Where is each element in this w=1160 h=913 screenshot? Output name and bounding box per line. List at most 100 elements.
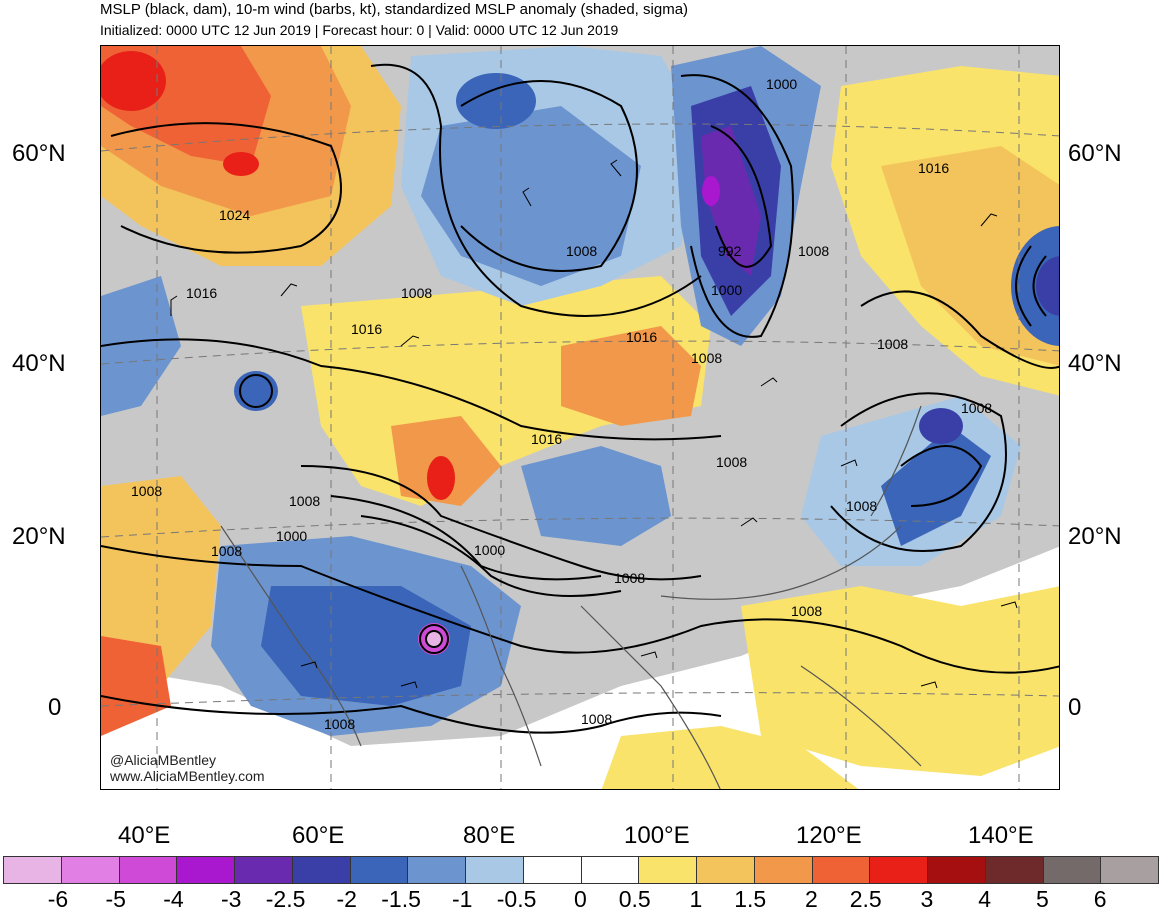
colorbar-swatch — [118, 856, 178, 884]
colorbar-swatch — [811, 856, 871, 884]
colorbar-swatch — [60, 856, 120, 884]
lon-label: 140°E — [968, 822, 1034, 849]
colorbar-tick-label: 2.5 — [849, 886, 882, 912]
colorbar-tick-label: -3 — [221, 886, 242, 912]
negative-anomaly-west-edge — [101, 276, 181, 416]
isobars — [101, 63, 1059, 734]
lat-label-right: 20°N — [1068, 523, 1122, 550]
negative-anomaly-east-siberia-peak — [702, 176, 720, 206]
contour-label: 1024 — [219, 207, 250, 223]
colorbar-tick-label: 0 — [574, 886, 587, 912]
contour-label: 1008 — [846, 498, 877, 514]
positive-anomaly-west-pacific — [741, 586, 1059, 776]
lat-label-right: 60°N — [1068, 140, 1122, 167]
colorbar-tick-label: -0.5 — [496, 886, 537, 912]
colorbar-tick-label: -4 — [163, 886, 184, 912]
colorbar-swatch — [522, 856, 582, 884]
contour-label: 1016 — [531, 431, 562, 447]
colorbar-tick-label: 2 — [805, 886, 818, 912]
contour-label: 1008 — [289, 493, 320, 509]
contour-label: 1008 — [877, 336, 908, 352]
lon-label: 100°E — [624, 822, 690, 849]
contour-label: 1008 — [211, 543, 242, 559]
negative-anomaly-tibet — [521, 446, 671, 546]
colorbar-tick-label: 6 — [1093, 886, 1107, 912]
positive-anomaly-mongolia — [561, 326, 701, 426]
colorbar-tick-label: 3 — [920, 886, 934, 912]
contour-label: 1016 — [186, 285, 217, 301]
coastlines — [220, 405, 922, 789]
lon-label: 120°E — [796, 822, 862, 849]
colorbar-tick-label: -5 — [105, 886, 126, 912]
negative-anomaly-nw-pacific-core — [881, 426, 991, 546]
wind-barbs — [170, 159, 1018, 689]
colorbar-swatch — [984, 856, 1044, 884]
colorbar-swatch — [407, 856, 466, 884]
colorbar-swatch — [349, 856, 409, 884]
contour-label: 1000 — [711, 282, 742, 298]
colorbar-tick-label: 1.5 — [734, 886, 767, 912]
contour-label: 1008 — [614, 570, 645, 586]
contour-label: 1008 — [324, 716, 355, 732]
contour-label: 1016 — [351, 321, 382, 337]
colorbar-swatch — [696, 856, 755, 884]
negative-anomaly-pacific-edge — [1011, 226, 1059, 346]
colorbar-swatch — [753, 856, 813, 884]
contour-label: 992 — [718, 243, 742, 259]
positive-anomaly-peak-central-asia — [427, 456, 455, 500]
map-subtitle: Initialized: 0000 UTC 12 Jun 2019 | Fore… — [100, 22, 619, 38]
contour-label: 1000 — [474, 542, 505, 558]
colorbar-tick-label: -2 — [336, 886, 357, 912]
colorbar-swatch — [1042, 856, 1102, 884]
colorbar-tick-label: 0.5 — [618, 886, 651, 912]
colorbar-tick-label: -6 — [47, 886, 69, 912]
colorbar-swatch — [869, 856, 928, 884]
colorbar-tick-label: 4 — [978, 886, 992, 912]
lat-label-left: 20°N — [12, 523, 66, 550]
lon-label: 80°E — [463, 822, 516, 849]
colorbar-swatch — [234, 856, 293, 884]
positive-anomaly-indian-ocean-east — [601, 726, 859, 789]
colorbar-tick-label: 1 — [689, 886, 703, 912]
negative-anomaly-siberia-core — [421, 106, 641, 286]
colorbar-tick-label: -1 — [452, 886, 473, 912]
contour-label: 1008 — [691, 350, 722, 366]
contour-label: 1016 — [626, 329, 657, 345]
contour-label: 1008 — [961, 400, 992, 416]
positive-anomaly-africa-core — [101, 636, 171, 736]
negative-anomaly-japan — [919, 408, 963, 444]
contour-label: 1008 — [566, 243, 597, 259]
lat-label-left: 60°N — [12, 140, 66, 167]
colorbar-tick-label: -1.5 — [381, 886, 421, 912]
colorbar-swatch — [465, 856, 524, 884]
lon-label: 60°E — [292, 822, 345, 849]
negative-anomaly-siberia-center — [456, 73, 536, 129]
lon-label: 40°E — [118, 822, 171, 849]
lat-label-right: 40°N — [1068, 350, 1122, 377]
colorbar-swatch — [291, 856, 351, 884]
cyclone-anomaly-inner — [425, 630, 443, 648]
colorbar-tick-label: -2.5 — [265, 886, 306, 912]
contour-label: 1008 — [401, 285, 432, 301]
lat-label-right: 0 — [1068, 694, 1082, 721]
map-canvas: 1024 1016 1016 1008 1008 1008 992 1000 1… — [101, 46, 1059, 789]
colorbar-swatch — [3, 856, 62, 884]
negative-anomaly-pacific-edge-core — [1036, 256, 1059, 316]
contour-label: 1008 — [581, 711, 612, 727]
colorbar-swatch — [580, 856, 640, 884]
map-area: 1024 1016 1016 1008 1008 1008 992 1000 1… — [100, 45, 1060, 790]
credit-twitter: @AliciaMBentley — [110, 752, 217, 768]
contour-label: 1008 — [131, 483, 162, 499]
lat-label-left: 0 — [48, 694, 62, 721]
colorbar-swatch — [927, 856, 986, 884]
colorbar-swatch — [1100, 856, 1159, 884]
lat-label-left: 40°N — [12, 350, 66, 377]
contour-label-group: 1024 1016 1016 1008 1008 1008 992 1000 1… — [131, 76, 992, 732]
credit-site: www.AliciaMBentley.com — [110, 768, 265, 784]
contour-label: 1000 — [766, 76, 797, 92]
negative-anomaly-caspian-low — [234, 371, 278, 411]
contour-label: 1000 — [276, 528, 307, 544]
negative-anomaly-arabian-sea-core — [261, 586, 471, 706]
negative-anomaly-east-siberia-max — [701, 126, 761, 276]
contour-label: 1008 — [716, 454, 747, 470]
